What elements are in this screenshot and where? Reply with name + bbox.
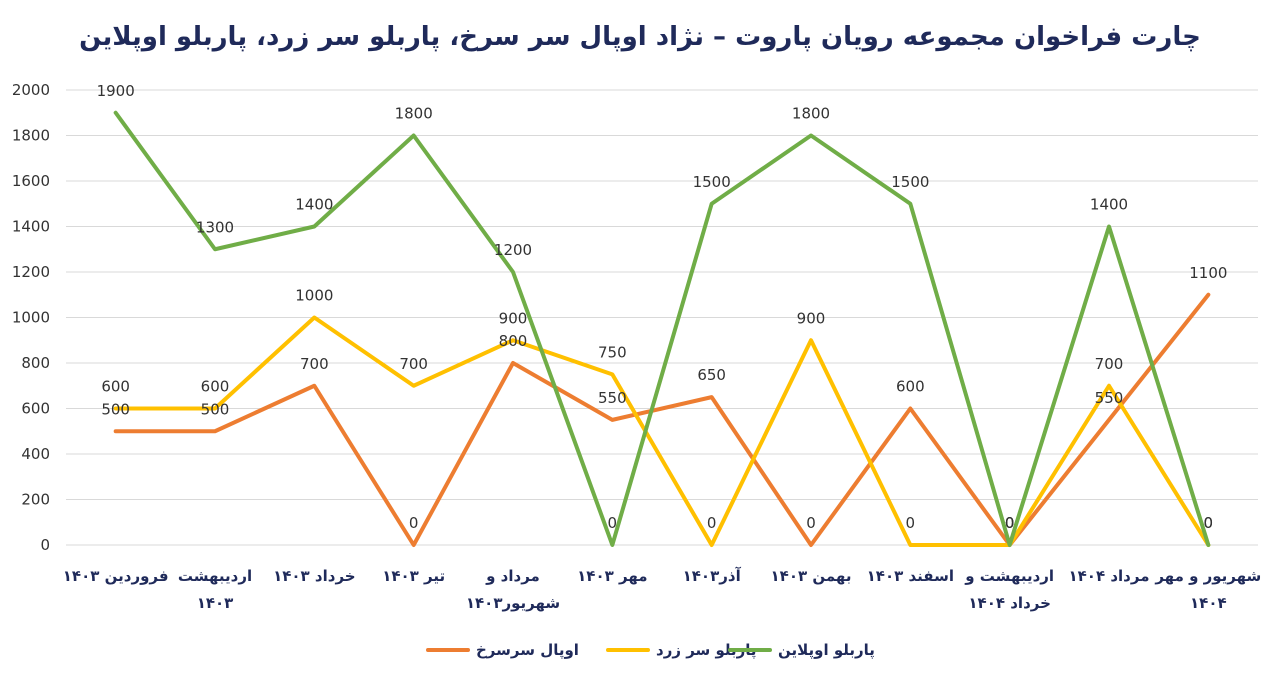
x-tick-label: تیر ۱۴۰۳ xyxy=(382,567,445,585)
x-tick-label: اردیبهشت و xyxy=(964,567,1054,585)
data-label: 700 xyxy=(1095,355,1124,373)
data-label: 1500 xyxy=(693,173,731,191)
y-tick-label: 1600 xyxy=(12,172,50,190)
y-tick-label: 800 xyxy=(21,354,50,372)
x-tick-label: مهر ۱۴۰۳ xyxy=(577,567,647,585)
x-tick-label: مرداد ۱۴۰۴ xyxy=(1068,567,1149,585)
data-label: 750 xyxy=(598,343,627,361)
x-tick-label: خرداد ۱۴۰۴ xyxy=(968,594,1051,612)
data-label: 0 xyxy=(1204,514,1214,532)
data-label: 1000 xyxy=(295,287,333,305)
data-label: 1800 xyxy=(792,105,830,123)
data-label: 0 xyxy=(1005,514,1015,532)
data-label: 500 xyxy=(101,400,130,418)
data-label: 0 xyxy=(608,514,618,532)
data-label: 1800 xyxy=(395,105,433,123)
data-label: 1400 xyxy=(1090,196,1128,214)
data-label: 1400 xyxy=(295,196,333,214)
x-tick-label: شهریور و مهر xyxy=(1154,567,1261,585)
data-label: 1300 xyxy=(196,218,234,236)
x-tick-label: مرداد و xyxy=(485,567,540,585)
y-tick-label: 1800 xyxy=(12,127,50,145)
data-label: 600 xyxy=(896,378,925,396)
data-label: 0 xyxy=(806,514,816,532)
data-label: 0 xyxy=(906,514,916,532)
legend-label-3: پاربلو اوپلاین xyxy=(778,641,875,660)
data-label: 1900 xyxy=(97,82,135,100)
data-label: 650 xyxy=(697,366,726,384)
y-tick-label: 200 xyxy=(21,491,50,509)
y-tick-label: 1400 xyxy=(12,218,50,236)
series-line-2 xyxy=(113,315,1211,547)
legend-label-1: اوپال سرسرخ xyxy=(476,641,579,660)
y-tick-label: 2000 xyxy=(12,81,50,99)
data-label: 800 xyxy=(499,332,528,350)
chart-title: چارت فراخوان مجموعه رویان پاروت – نژاد ا… xyxy=(79,22,1201,52)
series-line-1 xyxy=(113,292,1211,547)
x-tick-label: اسفند ۱۴۰۳ xyxy=(867,567,954,585)
data-label: 0 xyxy=(1005,514,1015,532)
data-label: 900 xyxy=(797,309,826,327)
x-tick-label: شهریور۱۴۰۳ xyxy=(466,594,560,612)
x-tick-label: خرداد ۱۴۰۳ xyxy=(273,567,356,585)
data-label: 1100 xyxy=(1189,264,1227,282)
x-tick-label: آذر۱۴۰۳ xyxy=(683,567,742,585)
y-tick-label: 1200 xyxy=(12,263,50,281)
data-label: 600 xyxy=(101,378,130,396)
x-tick-label: اردیبهشت xyxy=(178,567,252,585)
data-label: 500 xyxy=(201,400,230,418)
y-tick-label: 600 xyxy=(21,400,50,418)
y-tick-label: 1000 xyxy=(12,309,50,327)
data-label: 1500 xyxy=(891,173,929,191)
data-label: 700 xyxy=(399,355,428,373)
data-label: 600 xyxy=(201,378,230,396)
x-tick-label: بهمن ۱۴۰۳ xyxy=(771,567,852,585)
data-label: 550 xyxy=(598,389,627,407)
series-line-3 xyxy=(113,110,1211,547)
x-tick-label: ۱۴۰۴ xyxy=(1190,594,1227,612)
data-label: 0 xyxy=(707,514,717,532)
data-label: 700 xyxy=(300,355,329,373)
x-tick-label: ۱۴۰۳ xyxy=(197,594,234,612)
data-label: 0 xyxy=(1005,514,1015,532)
data-label: 550 xyxy=(1095,389,1124,407)
y-tick-label: 400 xyxy=(21,445,50,463)
data-label: 1200 xyxy=(494,241,532,259)
data-label: 0 xyxy=(1204,514,1214,532)
y-tick-label: 0 xyxy=(40,536,50,554)
legend-label-2: پاربلو سر زرد xyxy=(656,641,757,660)
data-label: 0 xyxy=(409,514,419,532)
data-label: 900 xyxy=(499,309,528,327)
x-tick-label: فروردین ۱۴۰۳ xyxy=(63,567,169,585)
